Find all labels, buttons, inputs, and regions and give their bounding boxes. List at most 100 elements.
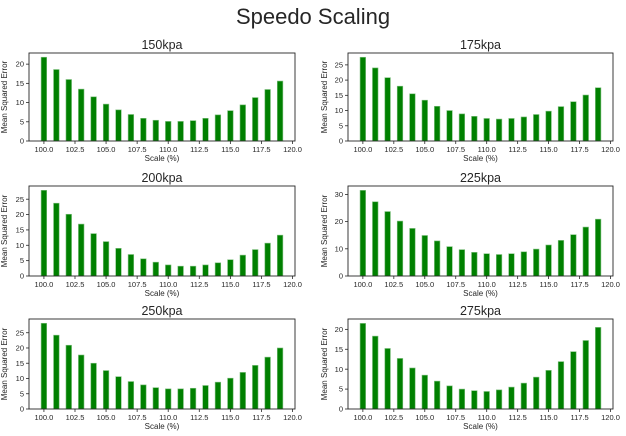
- subplot-275kpa: 275kpa 100.0 102.5 105.0 107.5 110.0 112.5 115.…: [320, 304, 620, 431]
- bar: [177, 265, 184, 277]
- bar: [595, 87, 602, 142]
- bar: [276, 234, 284, 277]
- y-tick-label: 5: [20, 389, 24, 398]
- bar: [495, 254, 503, 277]
- bar: [446, 385, 453, 410]
- x-tick-label: 100.0: [353, 280, 372, 289]
- bar: [202, 385, 209, 410]
- subplot-250kpa: 250kpa 100.0 102.5 105.0 107.5 110.0 112.5 115.…: [0, 304, 302, 431]
- bar: [53, 334, 60, 410]
- x-tick-label: 115.0: [539, 145, 557, 154]
- y-tick-label: 5: [20, 256, 24, 265]
- bar: [65, 344, 72, 410]
- bar: [483, 253, 490, 277]
- x-tick-label: 105.0: [415, 145, 434, 154]
- bar: [495, 118, 503, 142]
- bar: [189, 265, 197, 277]
- bar: [227, 377, 234, 410]
- bar: [177, 388, 184, 410]
- bar: [65, 213, 72, 277]
- y-tick-label: 25: [16, 195, 24, 204]
- y-tick-label: 20: [16, 60, 24, 69]
- bar: [384, 77, 391, 142]
- bar: [471, 116, 478, 142]
- y-axis-label: Mean Squared Error: [0, 60, 9, 133]
- x-tick-label: 112.5: [190, 413, 208, 422]
- bar: [582, 340, 589, 410]
- bar: [40, 322, 48, 410]
- bar: [508, 118, 515, 142]
- bar: [421, 99, 428, 142]
- bar: [239, 254, 246, 277]
- x-tick-label: 112.5: [190, 280, 208, 289]
- bar: [557, 106, 565, 142]
- bar: [90, 96, 97, 142]
- bar: [252, 97, 259, 142]
- bar: [189, 120, 197, 142]
- y-tick-label: 5: [20, 117, 24, 126]
- bar: [396, 220, 404, 277]
- bar: [508, 253, 515, 277]
- x-axis-label: Scale (%): [145, 154, 180, 163]
- x-tick-label: 100.0: [35, 280, 54, 289]
- x-tick-label: 100.0: [353, 145, 372, 154]
- x-tick-label: 105.0: [415, 280, 434, 289]
- bar: [102, 103, 110, 142]
- bar: [53, 69, 60, 142]
- bar: [372, 335, 379, 410]
- x-tick-label: 112.5: [509, 413, 527, 422]
- y-tick-label: 10: [16, 374, 24, 383]
- y-axis-label: Mean Squared Error: [320, 60, 329, 133]
- x-axis-label: Scale (%): [463, 289, 498, 298]
- y-tick-label: 10: [335, 365, 343, 374]
- bar: [264, 89, 271, 142]
- bar: [409, 93, 416, 142]
- axes-frame: [28, 185, 296, 277]
- subplot-200kpa: 200kpa 100.0 102.5 105.0 107.5 110.0 112.5 115.…: [0, 171, 302, 298]
- axes-frame: [347, 185, 614, 277]
- x-tick-label: 115.0: [539, 413, 557, 422]
- subplot-title: 275kpa: [460, 304, 501, 318]
- bar: [115, 109, 122, 142]
- subplot-150kpa: 150kpa 100.0 102.5 105.0 107.5 110.0 112.5 115.…: [0, 38, 302, 163]
- x-tick-label: 102.5: [66, 413, 85, 422]
- axes-frame: [28, 52, 296, 142]
- bar: [102, 241, 110, 277]
- x-tick-label: 117.5: [252, 280, 270, 289]
- x-tick-label: 107.5: [128, 145, 147, 154]
- x-tick-label: 110.0: [478, 145, 496, 154]
- bar: [53, 202, 60, 277]
- bar: [127, 381, 135, 410]
- x-tick-label: 105.0: [415, 413, 434, 422]
- bar: [65, 79, 72, 142]
- bar: [239, 104, 246, 142]
- bar: [446, 246, 453, 277]
- bar: [570, 234, 577, 277]
- y-tick-label: 20: [335, 217, 343, 226]
- y-tick-label: 10: [335, 244, 343, 253]
- bar: [140, 258, 147, 277]
- bar: [227, 110, 234, 142]
- x-tick-label: 120.0: [601, 280, 620, 289]
- bar: [582, 226, 589, 277]
- y-tick-label: 0: [339, 405, 343, 414]
- y-axis-label: Mean Squared Error: [0, 194, 9, 267]
- y-axis-label: Mean Squared Error: [320, 194, 329, 267]
- x-tick-label: 110.0: [478, 413, 496, 422]
- y-tick-label: 10: [16, 241, 24, 250]
- bar: [557, 240, 565, 277]
- axes-frame: [347, 318, 614, 410]
- bar: [359, 56, 366, 142]
- bar: [434, 105, 441, 142]
- subplot-title: 250kpa: [141, 304, 182, 318]
- y-tick-label: 10: [335, 106, 343, 115]
- x-tick-label: 105.0: [97, 413, 116, 422]
- bar: [140, 118, 147, 142]
- y-tick-label: 15: [335, 345, 343, 354]
- bar: [264, 242, 271, 277]
- x-tick-label: 120.0: [283, 280, 302, 289]
- x-axis-label: Scale (%): [145, 422, 180, 431]
- bar: [40, 56, 48, 142]
- bar: [557, 361, 565, 410]
